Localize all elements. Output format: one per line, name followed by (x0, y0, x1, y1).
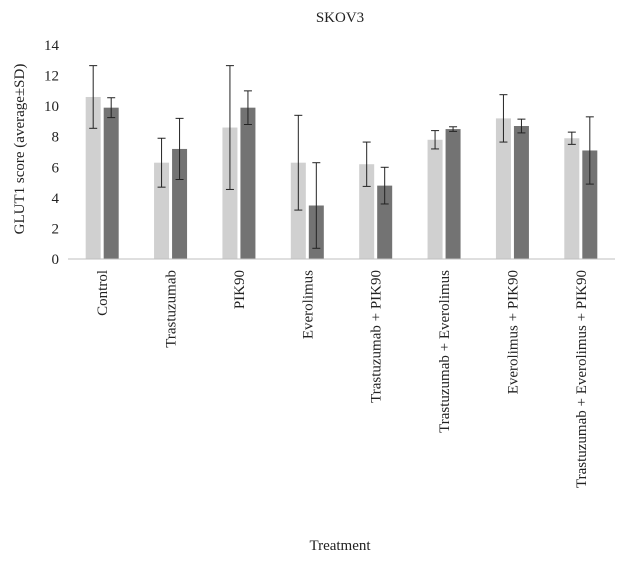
y-tick-label: 6 (52, 160, 60, 176)
error-bar (225, 65, 234, 190)
bar (240, 107, 256, 260)
bar (564, 138, 580, 259)
y-tick-label: 10 (44, 99, 59, 115)
bar (513, 126, 529, 259)
y-tick-label: 4 (52, 191, 60, 207)
x-tick-label: Trastuzumab + Everolimus + PIK90 (574, 270, 590, 488)
y-tick-label: 12 (44, 69, 59, 85)
bar (85, 96, 101, 259)
bar (290, 162, 306, 259)
error-bar (294, 114, 303, 211)
error-bar (517, 118, 526, 134)
bar (427, 139, 443, 259)
error-bar (175, 117, 184, 181)
error-bar (449, 126, 458, 132)
error-bar (107, 97, 116, 119)
error-bar (380, 166, 389, 205)
error-bar (431, 130, 440, 150)
error-bar (362, 141, 371, 187)
x-axis-label: Treatment (309, 538, 371, 554)
y-axis: 0 2 4 6 8 10 12 14 (44, 38, 60, 268)
y-tick-label: 14 (44, 38, 60, 54)
error-bar (243, 90, 252, 125)
x-tick-label: Trastuzumab + PIK90 (369, 270, 385, 403)
x-tick-label: Trastuzumab (164, 270, 180, 348)
y-tick-label: 2 (52, 221, 60, 237)
bar (222, 127, 238, 260)
error-bar (89, 65, 98, 129)
error-bar (312, 162, 321, 249)
bar (445, 129, 461, 259)
error-bars-group (89, 65, 594, 249)
category-labels: Control Trastuzumab PIK90 Everolimus Trastuz… (95, 270, 590, 488)
y-axis-label: GLUT1 score (average±SD) (12, 64, 28, 235)
error-bar (567, 131, 576, 145)
x-tick-label: Everolimus (300, 270, 316, 339)
bar (582, 150, 598, 259)
y-tick-label: 8 (52, 130, 60, 146)
bars-group (85, 96, 598, 260)
bar (359, 164, 375, 259)
bar (103, 107, 119, 260)
error-bar (585, 116, 594, 185)
x-tick-label: Control (95, 270, 111, 316)
bar (172, 148, 188, 259)
bar (495, 118, 511, 259)
y-tick-label: 0 (52, 252, 60, 268)
chart-title: SKOV3 (316, 10, 364, 26)
x-tick-label: Everolimus + PIK90 (505, 270, 521, 394)
x-tick-label: PIK90 (232, 270, 248, 309)
x-tick-label: Trastuzumab + Everolimus (437, 270, 453, 433)
error-bar (499, 94, 508, 143)
error-bar (157, 137, 166, 188)
